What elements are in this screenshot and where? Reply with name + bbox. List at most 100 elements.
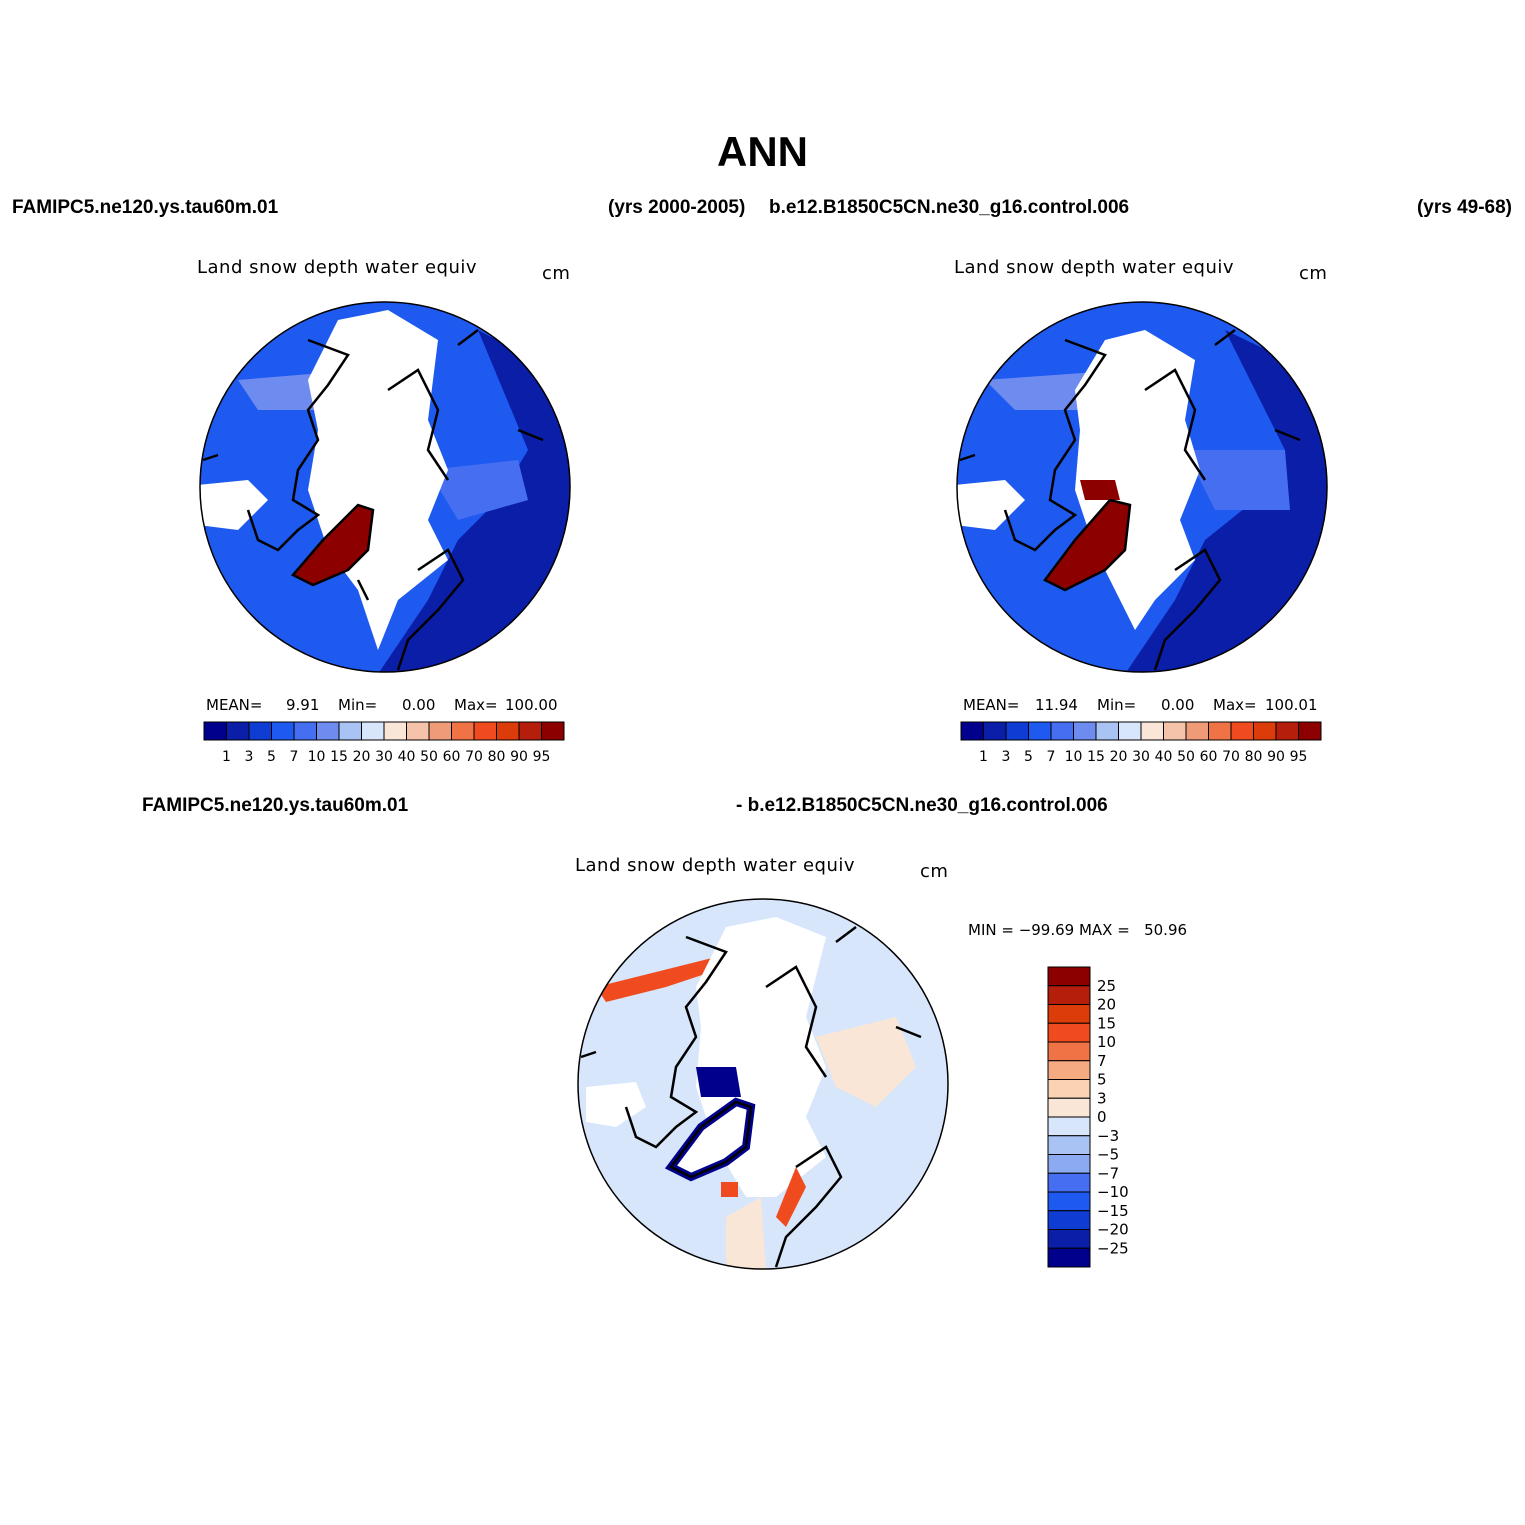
panel1-colorbar-swatch xyxy=(473,721,497,741)
panel1-colorbar-tick-label: 70 xyxy=(465,749,483,763)
panel2-colorbar-swatch xyxy=(1208,721,1232,741)
panel2-ice-north xyxy=(1080,480,1120,500)
diff-colorbar-swatch xyxy=(1047,1172,1091,1193)
panel2-colorbar-tick-label: 15 xyxy=(1087,749,1105,763)
panel2-colorbar-swatch xyxy=(1050,721,1074,741)
panel1-colorbar-swatch xyxy=(541,721,565,741)
panel2-coastlines xyxy=(959,329,1301,671)
diff-map-boundary xyxy=(577,898,949,1270)
panel1-colorbar-swatch xyxy=(203,721,227,741)
panel2-colorbar-tick-label: 20 xyxy=(1110,749,1128,763)
panel2-map xyxy=(956,301,1328,673)
panel2-mean-label: MEAN= xyxy=(963,696,1020,714)
panel2-colorbar-tick-label: 5 xyxy=(1024,749,1033,763)
panel1-colorbar-tick-label: 60 xyxy=(443,749,461,763)
panel1-colorbar-tick-label: 20 xyxy=(353,749,371,763)
panel2-max-label: Max= xyxy=(1213,696,1257,714)
diff-colorbar-tick-label: −7 xyxy=(1097,1164,1119,1182)
panel1-colorbar-swatch xyxy=(316,721,340,741)
panel1-mean-label: MEAN= xyxy=(206,696,263,714)
panel1-colorbar-tick-label: 15 xyxy=(330,749,348,763)
diff-positive-south xyxy=(776,1167,806,1227)
panel2-min-value: 0.00 xyxy=(1161,696,1195,714)
plot-title: ANN xyxy=(717,128,808,175)
diff-colorbar-tick-label: −5 xyxy=(1097,1146,1119,1164)
panel2-min-label: Min= xyxy=(1097,696,1137,714)
panel2-colorbar-swatch xyxy=(983,721,1007,741)
diff-title: Land snow depth water equiv xyxy=(575,855,856,876)
panel2-deep-snow xyxy=(1125,330,1327,672)
panel1-colorbar-swatch xyxy=(293,721,317,741)
panel1-min-label: Min= xyxy=(338,696,378,714)
diff-colorbar-swatch xyxy=(1047,1022,1091,1043)
panel2-colorbar-swatch xyxy=(1275,721,1299,741)
case1-years: (yrs 2000-2005) xyxy=(608,197,746,218)
diff-colorbar-swatch xyxy=(1047,1097,1091,1118)
panel2-colorbar-swatch xyxy=(1298,721,1322,741)
panel1-colorbar-swatch xyxy=(338,721,362,741)
diff-colorbar-swatch xyxy=(1047,1060,1091,1080)
panel2-colorbar-swatch xyxy=(1185,721,1209,741)
panel1-colorbar-swatch xyxy=(406,721,430,741)
panel1-colorbar-tick-label: 95 xyxy=(533,749,551,763)
case2-label: b.e12.B1850C5CN.ne30_g16.control.006 xyxy=(769,197,1130,218)
diff-minmax: MIN = −99.69 MAX = 50.96 xyxy=(968,921,1188,939)
panel1-colorbar-swatch xyxy=(428,721,452,741)
panel2-colorbar-tick-label: 60 xyxy=(1200,749,1218,763)
panel2-colorbar-swatch xyxy=(1005,721,1029,741)
diff-small-positive xyxy=(816,1017,916,1107)
diff-colorbar-tick-label: 7 xyxy=(1097,1052,1107,1070)
panel2-greenland-ice xyxy=(1045,500,1130,590)
panel2-colorbar-tick-label: 80 xyxy=(1245,749,1263,763)
panel1-map-boundary xyxy=(199,301,571,673)
diff-colorbar-tick-label: −15 xyxy=(1097,1202,1129,1220)
diff-colorbar-swatch xyxy=(1047,1229,1091,1249)
panel1-coastlines xyxy=(202,329,544,671)
panel1-mean-value: 9.91 xyxy=(286,696,320,714)
panel2-colorbar-tick-label: 50 xyxy=(1177,749,1195,763)
panel1-colorbar-tick-label: 80 xyxy=(488,749,506,763)
diff-colorbar-swatch xyxy=(1047,966,1091,987)
panel2-units: cm xyxy=(1299,263,1328,284)
diff-colorbar-tick-label: 10 xyxy=(1097,1033,1116,1051)
panel2-colorbar-tick-label: 90 xyxy=(1267,749,1285,763)
diff-colorbar-tick-label: −3 xyxy=(1097,1127,1119,1145)
diff-colorbar-swatch xyxy=(1047,1135,1091,1155)
panel1-colorbar-tick-label: 1 xyxy=(222,749,231,763)
diff-colorbar-swatch xyxy=(1047,1247,1091,1268)
panel2-colorbar-swatch xyxy=(1253,721,1277,741)
panel1-deep-snow xyxy=(378,330,570,672)
diff-colorbar-swatch xyxy=(1047,985,1091,1005)
diff-map xyxy=(577,898,949,1270)
panel1-title: Land snow depth water equiv xyxy=(197,257,478,278)
diff-colorbar-tick-label: −20 xyxy=(1097,1221,1129,1239)
diff-white-west xyxy=(586,1082,646,1127)
panel1-colorbar-tick-label: 40 xyxy=(398,749,416,763)
panel1-colorbar-swatch xyxy=(271,721,295,741)
diff-colorbar-tick-label: −25 xyxy=(1097,1239,1129,1257)
panel1-colorbar-swatch xyxy=(383,721,407,741)
panel1-colorbar-swatch xyxy=(248,721,272,741)
diff-colorbar-tick-label: −10 xyxy=(1097,1183,1129,1201)
panel2-colorbar-tick-label: 30 xyxy=(1132,749,1150,763)
panel2-colorbar-swatch xyxy=(1073,721,1097,741)
diff-colorbar-swatch xyxy=(1047,1191,1091,1212)
panel1-colorbar-swatch xyxy=(451,721,475,741)
diff-colorbar-tick-label: 0 xyxy=(1097,1108,1107,1126)
panel1-units: cm xyxy=(542,263,571,284)
diff-colorbar-swatch xyxy=(1047,1210,1091,1230)
panel2-map-boundary xyxy=(956,301,1328,673)
diff-negative-north xyxy=(696,1067,741,1097)
panel1-light-snow-2 xyxy=(428,460,528,520)
diff-colorbar-tick-label: 25 xyxy=(1097,977,1116,995)
diff-label-right: - b.e12.B1850C5CN.ne30_g16.control.006 xyxy=(736,795,1108,816)
diff-colorbar-tick-label: 15 xyxy=(1097,1014,1116,1032)
panel2-light-snow-2 xyxy=(1185,450,1290,510)
panel2-colorbar-swatch xyxy=(1230,721,1254,741)
panel2-colorbar-tick-label: 3 xyxy=(1002,749,1011,763)
diff-colorbar-tick-label: 20 xyxy=(1097,996,1116,1014)
panel2-colorbar-tick-label: 10 xyxy=(1065,749,1083,763)
panel1-colorbar-tick-label: 90 xyxy=(510,749,528,763)
panel1-colorbar-swatch xyxy=(496,721,520,741)
